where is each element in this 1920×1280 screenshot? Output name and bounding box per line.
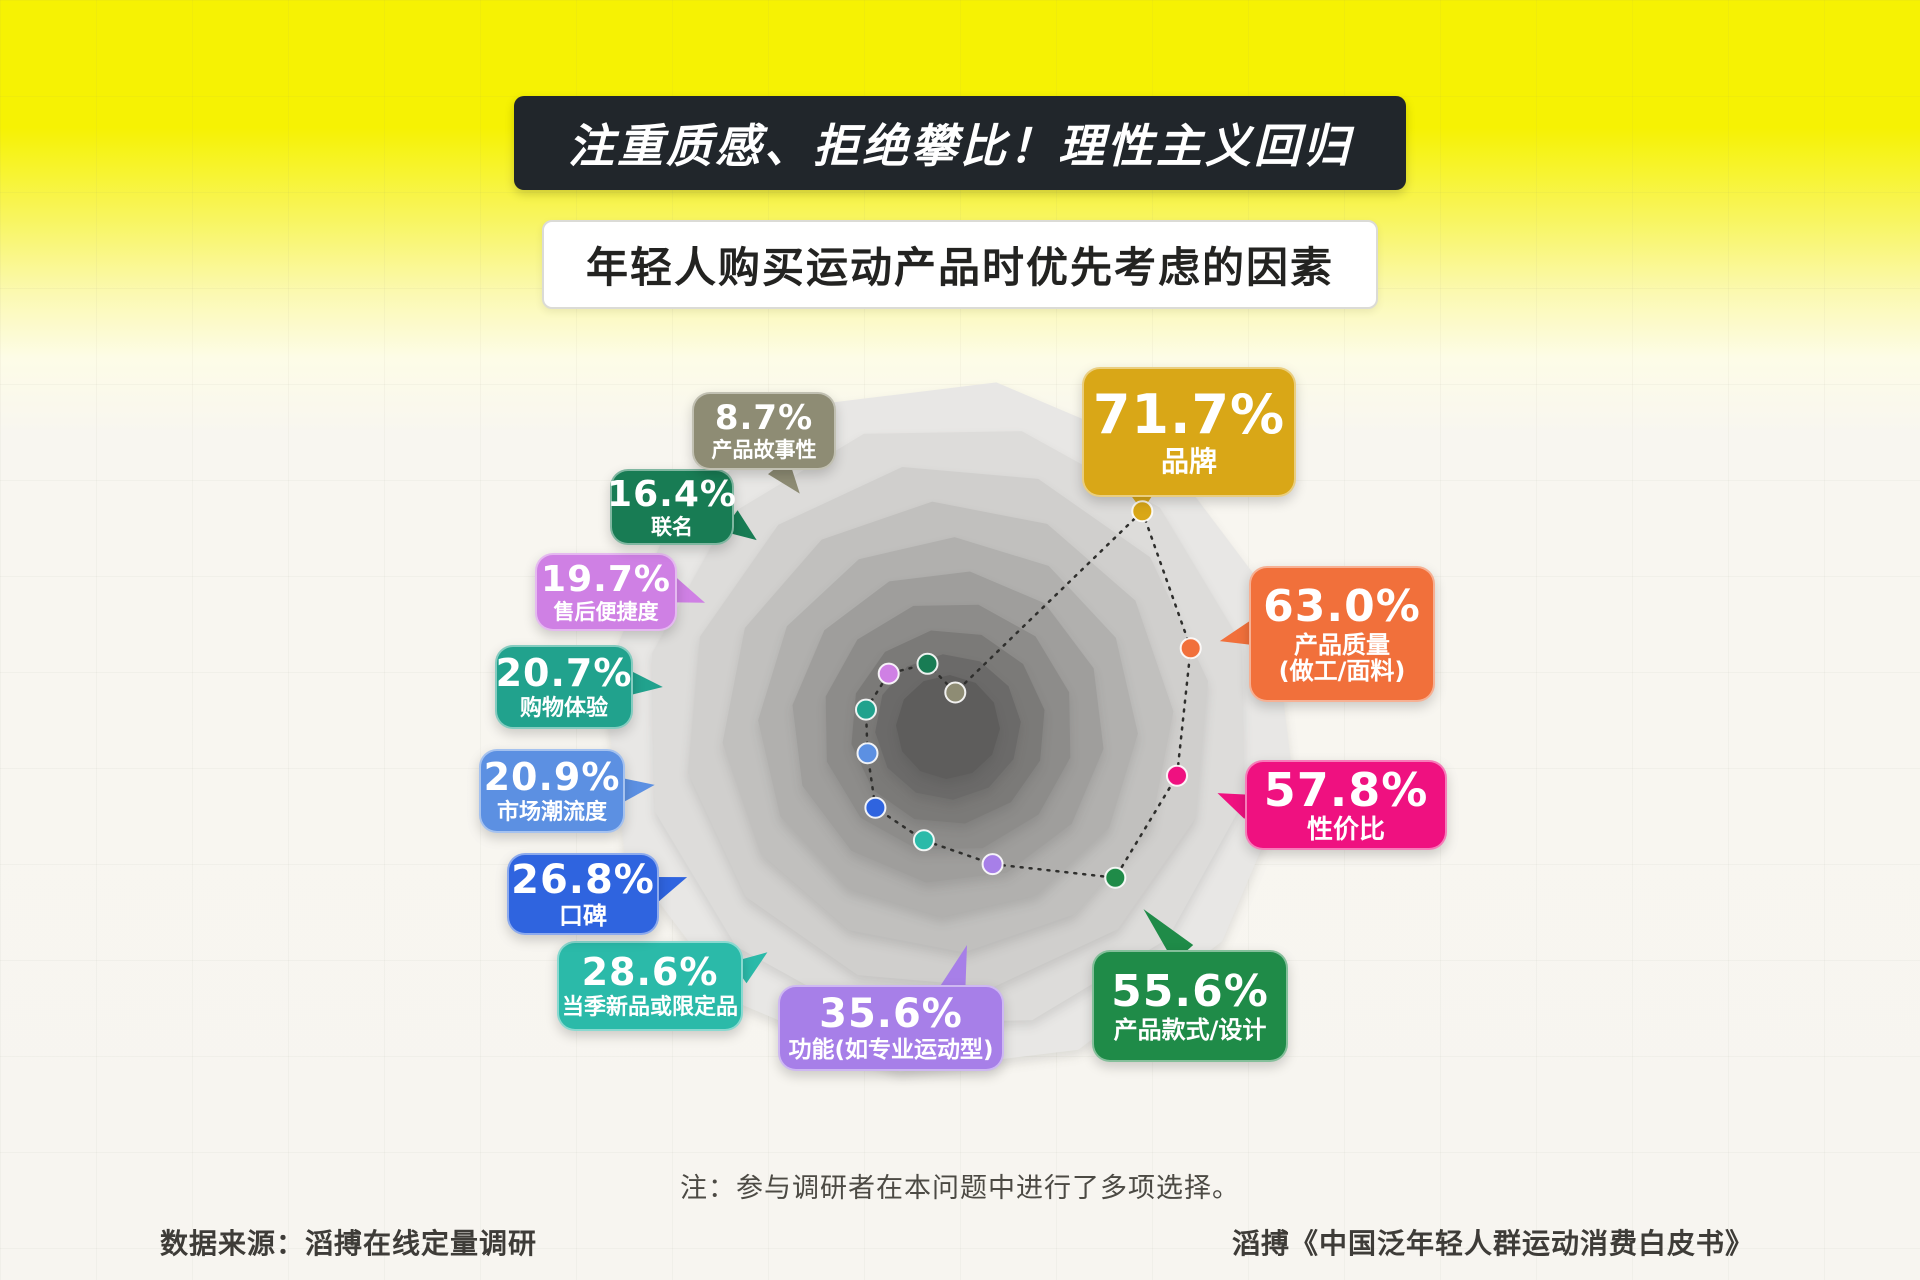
data-dot-product-quality [1179, 637, 1202, 660]
data-dot-seasonal-new [912, 829, 935, 852]
data-dot-after-sales [877, 662, 900, 685]
data-dot-collaboration [916, 652, 939, 675]
bubble-tail-shopping-experience [626, 670, 663, 696]
bubble-tail-market-trend [618, 777, 655, 803]
radar-ring [896, 675, 1000, 779]
data-dot-style-design [1104, 866, 1127, 889]
data-dot-shopping-experience [855, 698, 877, 721]
bubble-tail-product-story [768, 458, 800, 494]
report-title: 滔搏《中国泛年轻人群运动消费白皮书》 [1231, 1227, 1754, 1260]
data-dot-word-of-mouth [864, 796, 887, 819]
subtitle-box: 年轻人购买运动产品时优先考虑的因素 [541, 220, 1379, 309]
data-source: 数据来源：滔搏在线定量调研 [160, 1227, 538, 1260]
data-dot-cost-performance [1166, 764, 1188, 787]
chart-title: 年轻人购买运动产品时优先考虑的因素 [585, 243, 1335, 292]
bubble-tail-after-sales [667, 578, 705, 603]
data-dot-market-trend [856, 742, 879, 765]
page-title: 注重质感、拒绝攀比！理性主义回归 [568, 119, 1352, 173]
survey-note: 注：参与调研者在本问题中进行了多项选择。 [680, 1173, 1240, 1204]
bubble-tail-style-design [1143, 909, 1194, 963]
title-banner: 注重质感、拒绝攀比！理性主义回归 [514, 96, 1406, 190]
data-dot-function [981, 853, 1004, 876]
data-dot-brand [1131, 500, 1154, 523]
bubble-tail-word-of-mouth [649, 877, 688, 902]
bubble-tail-product-quality [1219, 620, 1257, 646]
bubble-tail-function [940, 945, 967, 994]
data-dot-product-story [944, 681, 967, 704]
